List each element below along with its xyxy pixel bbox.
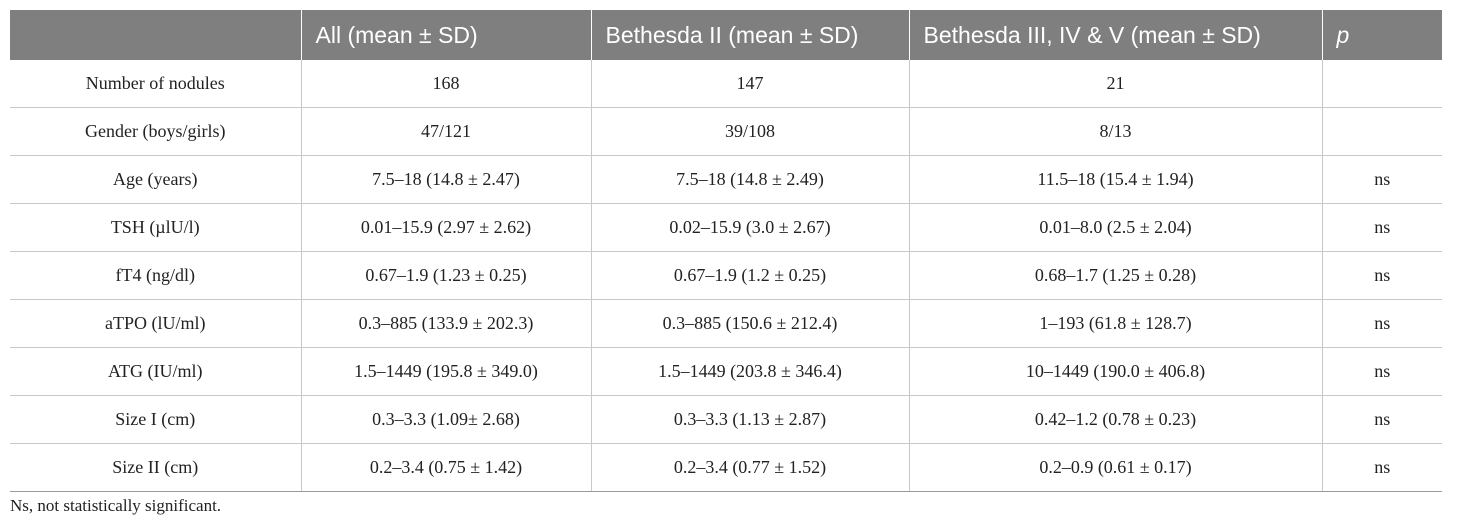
value-bethesda-iii-iv-v: 0.01–8.0 (2.5 ± 2.04) xyxy=(908,203,1322,252)
value-bethesda-ii: 0.67–1.9 (1.2 ± 0.25) xyxy=(590,251,909,300)
value-all: 0.3–3.3 (1.09± 2.68) xyxy=(300,395,591,444)
row-label: Size I (cm) xyxy=(10,395,301,444)
value-all: 168 xyxy=(300,60,591,108)
value-bethesda-ii: 0.02–15.9 (3.0 ± 2.67) xyxy=(590,203,909,252)
table-body: Number of nodules 168 147 21 Gender (boys/gi… xyxy=(10,60,1442,492)
row-label: Age (years) xyxy=(10,155,301,204)
table-row: fT4 (ng/dl) 0.67–1.9 (1.23 ± 0.25) 0.67–1.… xyxy=(10,251,1442,300)
row-label: Gender (boys/girls) xyxy=(10,107,301,156)
value-p: ns xyxy=(1321,347,1442,396)
value-p xyxy=(1321,60,1442,108)
table-row: TSH (µlU/l) 0.01–15.9 (2.97 ± 2.62) 0.02–1… xyxy=(10,203,1442,252)
value-bethesda-iii-iv-v: 8/13 xyxy=(908,107,1322,156)
value-p: ns xyxy=(1321,155,1442,204)
row-label: fT4 (ng/dl) xyxy=(10,251,301,300)
value-bethesda-ii: 0.2–3.4 (0.77 ± 1.52) xyxy=(590,443,909,492)
value-bethesda-ii: 39/108 xyxy=(590,107,909,156)
value-bethesda-iii-iv-v: 0.42–1.2 (0.78 ± 0.23) xyxy=(908,395,1322,444)
header-row: All (mean ± SD) Bethesda II (mean ± SD) … xyxy=(10,10,1442,60)
data-table-container: All (mean ± SD) Bethesda II (mean ± SD) … xyxy=(10,10,1442,492)
value-bethesda-iii-iv-v: 1–193 (61.8 ± 128.7) xyxy=(908,299,1322,348)
table-row: Size I (cm) 0.3–3.3 (1.09± 2.68) 0.3–3.3 (… xyxy=(10,395,1442,444)
value-p: ns xyxy=(1321,395,1442,444)
row-label: aTPO (lU/ml) xyxy=(10,299,301,348)
table-row: Gender (boys/girls) 47/121 39/108 8/13 xyxy=(10,107,1442,156)
table-row: Size II (cm) 0.2–3.4 (0.75 ± 1.42) 0.2–3.4… xyxy=(10,443,1442,492)
header-cell-bethesda-iii-iv-v: Bethesda III, IV & V (mean ± SD) xyxy=(908,10,1322,60)
header-cell-p: p xyxy=(1321,10,1442,60)
header-cell-bethesda-ii: Bethesda II (mean ± SD) xyxy=(590,10,909,60)
value-p: ns xyxy=(1321,299,1442,348)
value-all: 0.01–15.9 (2.97 ± 2.62) xyxy=(300,203,591,252)
value-all: 47/121 xyxy=(300,107,591,156)
header-cell-all: All (mean ± SD) xyxy=(300,10,591,60)
value-bethesda-ii: 1.5–1449 (203.8 ± 346.4) xyxy=(590,347,909,396)
value-bethesda-ii: 147 xyxy=(590,60,909,108)
value-all: 7.5–18 (14.8 ± 2.47) xyxy=(300,155,591,204)
value-bethesda-ii: 0.3–3.3 (1.13 ± 2.87) xyxy=(590,395,909,444)
value-all: 0.3–885 (133.9 ± 202.3) xyxy=(300,299,591,348)
data-table: All (mean ± SD) Bethesda II (mean ± SD) … xyxy=(10,10,1442,492)
row-label: ATG (IU/ml) xyxy=(10,347,301,396)
value-bethesda-iii-iv-v: 0.2–0.9 (0.61 ± 0.17) xyxy=(908,443,1322,492)
value-bethesda-iii-iv-v: 10–1449 (190.0 ± 406.8) xyxy=(908,347,1322,396)
row-label: Number of nodules xyxy=(10,60,301,108)
row-label: TSH (µlU/l) xyxy=(10,203,301,252)
value-p: ns xyxy=(1321,443,1442,492)
row-label: Size II (cm) xyxy=(10,443,301,492)
table-row: ATG (IU/ml) 1.5–1449 (195.8 ± 349.0) 1.5–1… xyxy=(10,347,1442,396)
table-footnote: Ns, not statistically significant. xyxy=(10,496,222,515)
value-bethesda-ii: 0.3–885 (150.6 ± 212.4) xyxy=(590,299,909,348)
value-all: 0.67–1.9 (1.23 ± 0.25) xyxy=(300,251,591,300)
value-all: 0.2–3.4 (0.75 ± 1.42) xyxy=(300,443,591,492)
value-bethesda-ii: 7.5–18 (14.8 ± 2.49) xyxy=(590,155,909,204)
value-bethesda-iii-iv-v: 0.68–1.7 (1.25 ± 0.28) xyxy=(908,251,1322,300)
value-all: 1.5–1449 (195.8 ± 349.0) xyxy=(300,347,591,396)
value-p: ns xyxy=(1321,203,1442,252)
value-bethesda-iii-iv-v: 21 xyxy=(908,60,1322,108)
header-cell-label xyxy=(10,10,301,60)
table-row: Age (years) 7.5–18 (14.8 ± 2.47) 7.5–18 (1… xyxy=(10,155,1442,204)
table-row: aTPO (lU/ml) 0.3–885 (133.9 ± 202.3) 0.3–8… xyxy=(10,299,1442,348)
table-row: Number of nodules 168 147 21 xyxy=(10,60,1442,108)
value-bethesda-iii-iv-v: 11.5–18 (15.4 ± 1.94) xyxy=(908,155,1322,204)
value-p: ns xyxy=(1321,251,1442,300)
value-p xyxy=(1321,107,1442,156)
